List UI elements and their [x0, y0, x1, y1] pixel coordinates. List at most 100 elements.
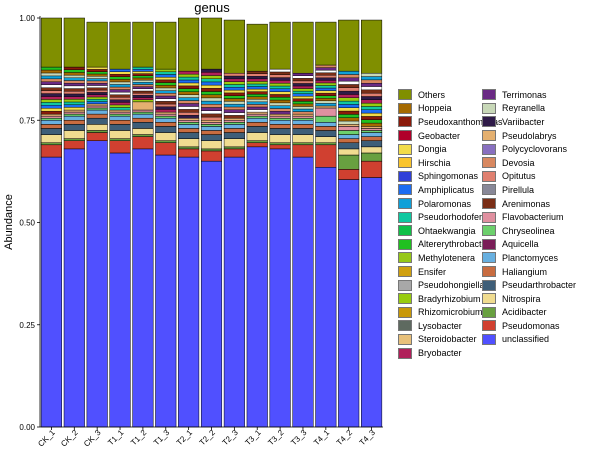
- x-tick-label: T3_3: [289, 428, 309, 448]
- bar-segment: [201, 75, 222, 79]
- bar-segment: [40, 110, 62, 115]
- bar-segment: [178, 70, 200, 75]
- bar-segment: [338, 130, 360, 135]
- legend-item: Altererythrobacter: [398, 238, 503, 252]
- bar-segment: [40, 99, 62, 103]
- bar-segment: [132, 79, 154, 83]
- bar-segment: [40, 128, 62, 135]
- bar-segment: [292, 78, 314, 82]
- bar-segment: [201, 100, 222, 105]
- bar-segment: [246, 106, 268, 110]
- legend-label: Steroidobacter: [418, 334, 477, 345]
- bar-segment: [292, 85, 314, 89]
- bar-segment: [132, 148, 154, 428]
- bar-segment: [109, 99, 131, 103]
- legend-swatch: [482, 293, 496, 305]
- x-tick-label: CK_2: [59, 428, 80, 449]
- legend-item: Hoppeia: [398, 102, 503, 116]
- bar-segment: [269, 97, 291, 101]
- bar-segment: [63, 17, 85, 68]
- bar-segment: [200, 17, 223, 70]
- bar-segment: [201, 107, 222, 111]
- bar-segment: [40, 102, 62, 106]
- legend-item: Bradyrhizobium: [398, 292, 503, 306]
- x-tick-label: T1_1: [106, 428, 126, 448]
- bar-segment: [292, 111, 314, 115]
- bar-segment: [315, 77, 337, 81]
- bar-segment: [269, 108, 291, 112]
- bar-segment: [361, 92, 383, 97]
- legend-item: Pseudohongiella: [398, 278, 503, 292]
- bar-segment: [178, 79, 200, 84]
- bar-segment: [86, 105, 108, 109]
- bar-segment: [109, 113, 131, 117]
- bar-segment: [155, 79, 177, 83]
- legend-item: Flavobacterium: [482, 210, 576, 224]
- bar-segment: [361, 89, 383, 94]
- legend-item: Sphingomonas: [398, 170, 503, 184]
- bar-segment: [201, 84, 222, 89]
- legend-item: Planctomyces: [482, 251, 576, 265]
- legend-item: Polycyclovorans: [482, 142, 576, 156]
- bar-segment: [361, 79, 383, 84]
- bar-segment: [86, 94, 108, 98]
- bar-segment: [201, 72, 222, 76]
- bar-segment: [246, 78, 268, 82]
- bar-segment: [361, 177, 383, 428]
- legend-item: Aquicella: [482, 238, 576, 252]
- legend-swatch: [398, 157, 412, 169]
- bar-segment: [200, 120, 223, 123]
- bar-segment: [109, 111, 131, 115]
- legend-label: Others: [418, 89, 446, 100]
- bar-segment: [155, 68, 177, 73]
- bar-segment: [109, 130, 131, 139]
- legend-item: Lysobacter: [398, 319, 503, 333]
- bar-segment: [86, 107, 108, 111]
- legend-item: Rhizomicrobium: [398, 306, 503, 320]
- bar-segment: [178, 106, 200, 110]
- bar-segment: [109, 94, 131, 98]
- legend-swatch: [482, 320, 496, 332]
- bar-segment: [178, 156, 200, 428]
- legend-item: Others: [398, 88, 503, 102]
- bar-segment: [201, 94, 222, 99]
- bar-segment: [155, 154, 177, 428]
- bar-segment: [86, 71, 108, 75]
- legend-swatch: [482, 143, 496, 155]
- bar-segment: [40, 115, 62, 119]
- bar-segment: [315, 144, 337, 168]
- bar-segment: [63, 88, 85, 92]
- bar-segment: [246, 76, 268, 80]
- bar-segment: [132, 69, 154, 72]
- bar-segment: [269, 115, 291, 119]
- bar-segment: [200, 130, 223, 135]
- bar-segment: [315, 103, 337, 107]
- bar-segment: [269, 88, 291, 92]
- bar-segment: [269, 144, 291, 150]
- x-tick-label: T2_1: [175, 428, 195, 448]
- bar-segment: [40, 117, 62, 121]
- legend-item: Pseudoxanthomonas: [398, 115, 503, 129]
- bar-segment: [292, 93, 314, 97]
- bar-segment: [223, 128, 245, 133]
- bar-segment: [223, 95, 245, 99]
- bar-segment: [132, 128, 154, 135]
- bar-segment: [292, 96, 314, 99]
- bar-segment: [155, 117, 177, 123]
- legend-label: Nitrospira: [502, 293, 541, 304]
- bar-segment: [178, 88, 200, 92]
- legend-swatch: [482, 266, 496, 278]
- bar-segment: [109, 76, 131, 80]
- legend-swatch: [398, 170, 412, 182]
- bar-segment: [315, 95, 337, 99]
- bar-segment: [201, 88, 222, 92]
- bar-segment: [86, 124, 108, 131]
- legend-item: Acidibacter: [482, 306, 576, 320]
- bar-segment: [292, 115, 314, 119]
- bar-segment: [200, 134, 223, 141]
- bar-segment: [63, 85, 85, 89]
- bar-segment: [63, 82, 85, 87]
- legend-item: Nitrospira: [482, 292, 576, 306]
- bar-segment: [86, 80, 108, 84]
